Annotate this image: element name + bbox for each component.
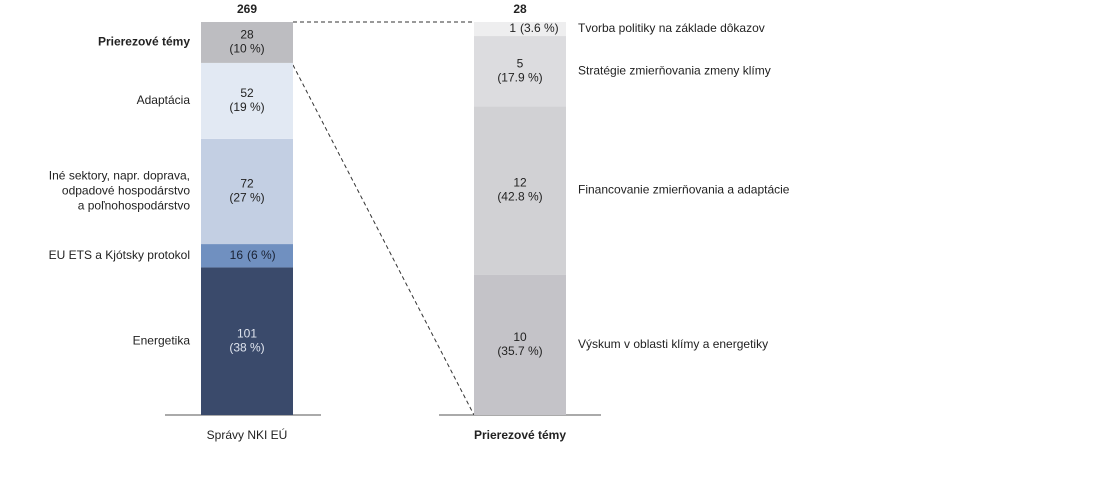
segment-name: Adaptácia xyxy=(137,93,191,107)
percent-label: (35.7 %) xyxy=(497,344,542,358)
bar-segment xyxy=(201,62,293,139)
bar-segment xyxy=(201,22,293,63)
bar-segment xyxy=(201,138,293,245)
percent-label: (6 %) xyxy=(247,248,276,262)
segment-name: EU ETS a Kjótsky protokol xyxy=(49,248,190,262)
value-label: 12 xyxy=(513,176,527,190)
x-tick-label: Správy NKI EÚ xyxy=(207,427,288,442)
segment-name: Iné sektory, napr. doprava, odpadové hosp… xyxy=(49,169,191,213)
percent-label: (42.8 %) xyxy=(497,190,542,204)
percent-label: (19 %) xyxy=(229,100,264,114)
value-label: 28 xyxy=(240,28,254,42)
bar-total: 269 xyxy=(237,2,257,16)
segment-name: Tvorba politiky na základe dôkazov xyxy=(578,21,765,35)
value-label: 10 xyxy=(513,330,527,344)
segment-name: Financovanie zmierňovania a adaptácie xyxy=(578,183,790,197)
bar-segment xyxy=(474,274,566,415)
bar-segment xyxy=(201,267,293,415)
bar-segment xyxy=(474,22,566,37)
value-label: 101 xyxy=(237,326,257,340)
bar-total: 28 xyxy=(513,2,527,16)
x-tick-label: Prierezové témy xyxy=(474,428,566,442)
value-label: 5 xyxy=(517,56,524,70)
percent-label: (10 %) xyxy=(229,42,264,56)
value-label: 1 xyxy=(509,21,516,35)
segment-name: Prierezové témy xyxy=(98,35,190,49)
percent-label: (38 %) xyxy=(229,340,264,354)
value-label: 72 xyxy=(240,177,254,191)
connector-line xyxy=(292,64,475,416)
bar-segment xyxy=(201,244,293,268)
bar-segment xyxy=(474,36,566,107)
percent-label: (17.9 %) xyxy=(497,70,542,84)
value-label: 16 xyxy=(230,248,244,262)
segment-name: Výskum v oblasti klímy a energetiky xyxy=(578,337,768,351)
bar-segment xyxy=(474,106,566,275)
percent-label: (27 %) xyxy=(229,191,264,205)
segment-name: Stratégie zmierňovania zmeny klímy xyxy=(578,63,771,77)
segment-name: Energetika xyxy=(133,333,191,347)
value-label: 52 xyxy=(240,86,254,100)
percent-label: (3.6 %) xyxy=(520,21,559,35)
